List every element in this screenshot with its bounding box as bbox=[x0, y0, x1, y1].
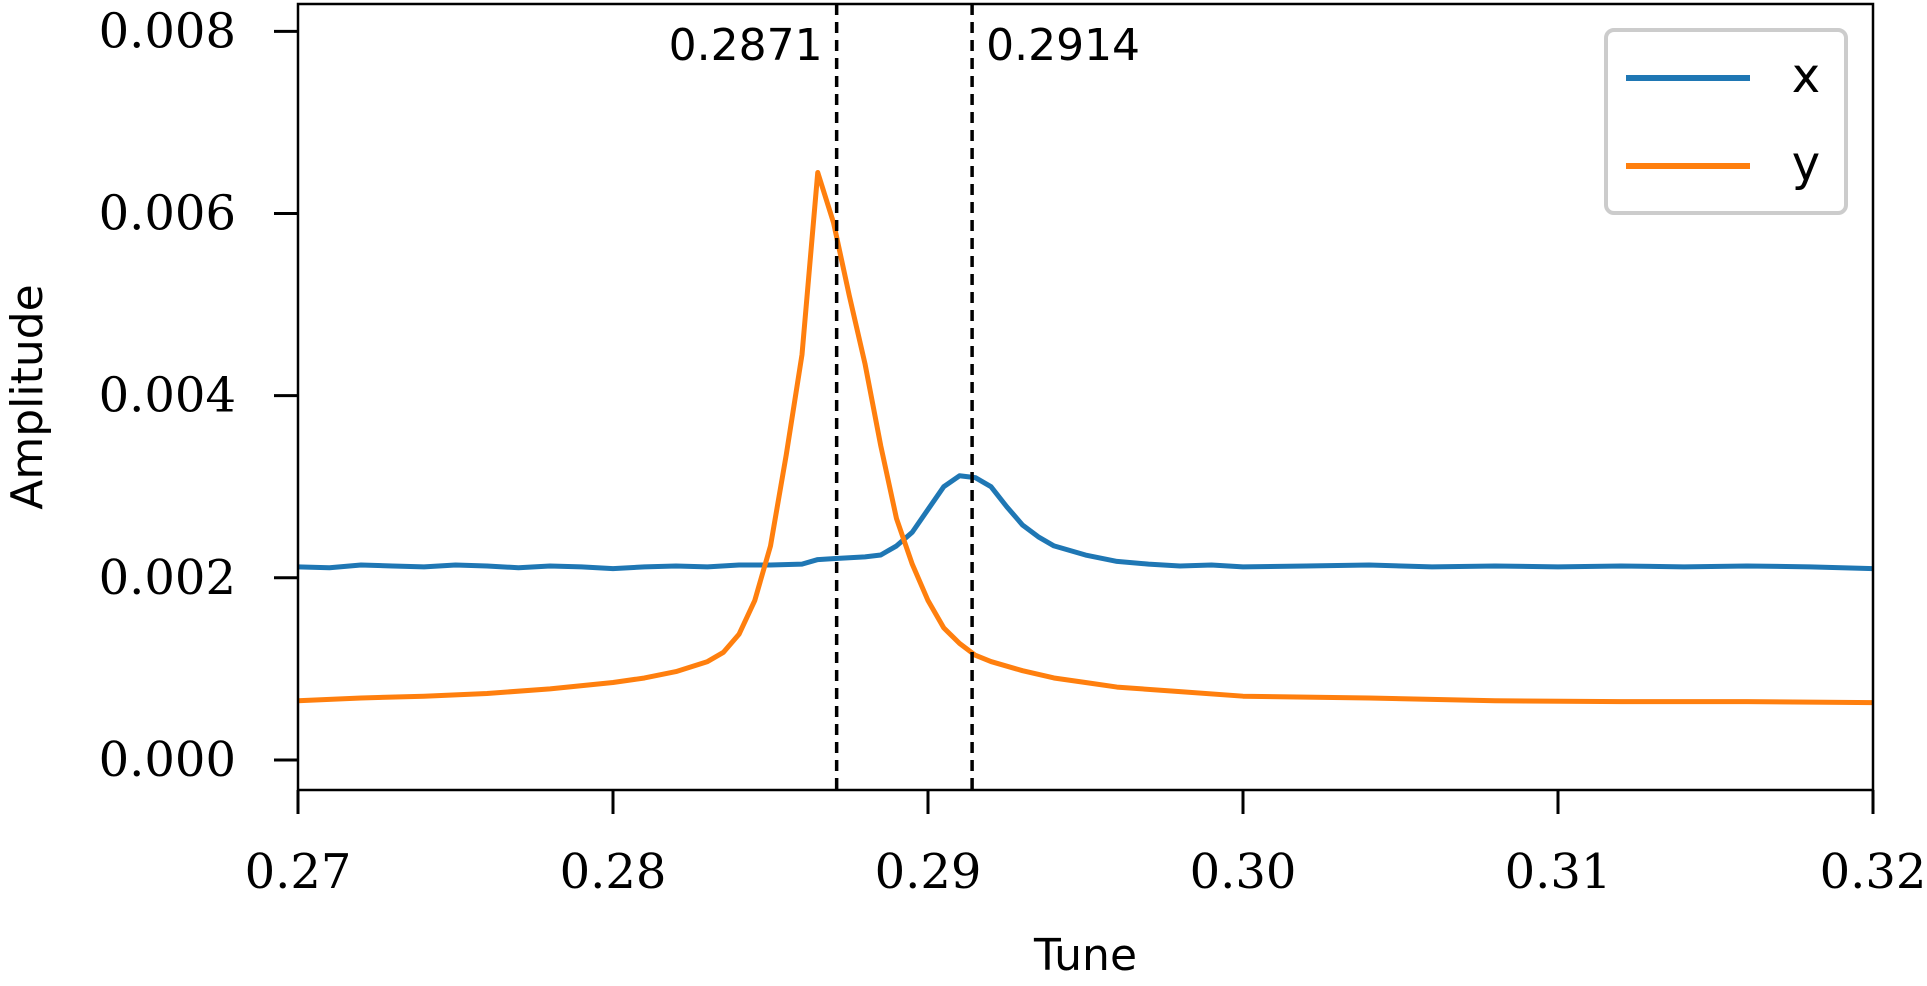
y-tick-label: 0.008 bbox=[99, 3, 236, 59]
vline-label-2: 0.2914 bbox=[986, 20, 1140, 71]
y-tick-label: 0.002 bbox=[99, 550, 236, 606]
y-tick-label: 0.004 bbox=[99, 368, 236, 424]
legend: xy bbox=[1604, 28, 1848, 215]
x-axis-label: Tune bbox=[1033, 930, 1137, 981]
y-axis-label: Amplitude bbox=[2, 284, 53, 509]
y-axis-ticks: 0.000 0.002 0.004 0.006 0.008 bbox=[99, 3, 298, 788]
plot-lines bbox=[297, 169, 1874, 706]
vertical-markers: 0.2871 0.2914 bbox=[669, 4, 1140, 790]
y-tick-label: 0.000 bbox=[99, 732, 236, 788]
legend-label-y: y bbox=[1792, 136, 1820, 192]
x-tick-label: 0.27 bbox=[245, 844, 352, 900]
x-tick-label: 0.28 bbox=[560, 844, 667, 900]
x-tick-label: 0.30 bbox=[1190, 844, 1297, 900]
y-tick-label: 0.006 bbox=[99, 185, 236, 241]
x-tick-label: 0.32 bbox=[1820, 844, 1927, 900]
x-axis-ticks: 0.27 0.28 0.29 0.30 0.31 0.32 bbox=[245, 790, 1927, 900]
legend-label-x: x bbox=[1792, 48, 1820, 104]
x-tick-label: 0.29 bbox=[875, 844, 982, 900]
x-tick-label: 0.31 bbox=[1505, 844, 1612, 900]
series-line-x bbox=[297, 473, 1874, 572]
series-line-y bbox=[297, 169, 1874, 706]
vline-label-1: 0.2871 bbox=[669, 20, 823, 71]
